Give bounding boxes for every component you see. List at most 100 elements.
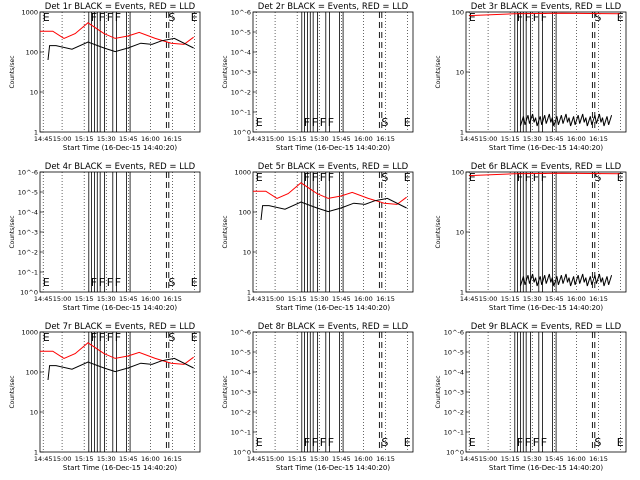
y-axis-label: Counts/sec — [435, 375, 442, 408]
events-series-line — [260, 197, 407, 221]
y-axis-label: Counts/sec — [9, 375, 16, 408]
event-annotation: S — [594, 436, 601, 449]
x-tick-label: 16:15 — [589, 135, 608, 143]
x-tick-label: 16:15 — [376, 455, 395, 463]
y-tick-label: 10^-6 — [231, 329, 251, 337]
x-tick-label: 15:15 — [288, 295, 307, 303]
x-tick-label: 16:00 — [567, 295, 586, 303]
y-tick-label: 1 — [34, 449, 38, 457]
event-annotation: F — [304, 171, 310, 184]
x-tick-label: 16:15 — [163, 135, 182, 143]
event-annotation: F — [99, 331, 105, 344]
panel-title: Det 8r BLACK = Events, RED = LLD — [258, 322, 409, 332]
panel-det-3r: Det 3r BLACK = Events, RED = LLD Counts/s… — [435, 2, 627, 152]
event-annotation: F — [328, 171, 334, 184]
x-tick-label: 15:00 — [53, 455, 72, 463]
x-tick-label: 14:45 — [460, 455, 479, 463]
y-axis-label: Counts/sec — [435, 215, 442, 248]
plot-frame — [252, 331, 414, 453]
panel-det-1r: Det 1r BLACK = Events, RED = LLD Counts/s… — [9, 2, 201, 152]
event-annotation: F — [91, 331, 97, 344]
x-tick-label: 15:30 — [97, 135, 116, 143]
x-tick-label: 16:15 — [376, 135, 395, 143]
plot-frame — [39, 171, 201, 293]
event-annotation: E — [191, 276, 198, 289]
x-tick-label: 16:00 — [141, 455, 160, 463]
lld-series-line — [40, 342, 194, 365]
y-tick-label: 10^-1 — [444, 429, 464, 437]
plot-frame — [465, 331, 627, 453]
y-tick-label: 10 — [456, 229, 464, 237]
x-tick-label: 15:00 — [479, 295, 498, 303]
y-tick-label: 1 — [460, 289, 464, 297]
y-tick-label: 10^-4 — [231, 369, 251, 377]
panel-det-6r: Det 6r BLACK = Events, RED = LLD Counts/s… — [435, 162, 627, 312]
x-tick-label: 15:30 — [310, 135, 329, 143]
x-tick-label: 15:30 — [523, 135, 542, 143]
y-tick-label: 10^0 — [233, 129, 251, 137]
x-tick-label: 14:45 — [34, 455, 53, 463]
event-annotation: F — [541, 11, 547, 24]
y-tick-label: 10^-3 — [444, 389, 464, 397]
y-tick-label: 1000 — [234, 169, 251, 177]
event-annotation: S — [594, 11, 601, 24]
x-tick-label: 15:00 — [479, 455, 498, 463]
x-tick-label: 15:15 — [288, 455, 307, 463]
y-tick-label: 10^-5 — [231, 29, 251, 37]
x-tick-label: 15:30 — [97, 455, 116, 463]
x-tick-label: 15:15 — [288, 135, 307, 143]
x-tick-label: 16:15 — [163, 455, 182, 463]
x-tick-label: 15:00 — [53, 295, 72, 303]
x-axis-label: Start Time (16-Dec-15 14:40:20) — [63, 464, 177, 472]
x-tick-label: 15:15 — [501, 455, 520, 463]
y-tick-label: 100 — [26, 369, 38, 377]
event-annotation: F — [541, 171, 547, 184]
y-tick-label: 10^-2 — [18, 249, 38, 257]
event-annotation: E — [404, 116, 411, 129]
lld-series-line — [40, 22, 194, 45]
event-annotation: E — [617, 436, 624, 449]
x-tick-label: 15:00 — [266, 295, 285, 303]
event-annotation: S — [381, 436, 388, 449]
y-tick-label: 10 — [243, 249, 251, 257]
x-tick-label: 15:15 — [75, 455, 94, 463]
x-tick-label: 15:00 — [266, 455, 285, 463]
y-tick-label: 10^-6 — [18, 169, 38, 177]
plot-frame — [39, 11, 201, 133]
y-tick-label: 100 — [452, 169, 464, 177]
event-annotation: F — [320, 171, 326, 184]
x-tick-label: 14:45 — [247, 455, 266, 463]
event-annotation: F — [328, 116, 334, 129]
x-tick-label: 15:45 — [332, 455, 351, 463]
event-annotation: S — [594, 171, 601, 184]
y-tick-label: 100 — [452, 9, 464, 17]
event-annotation: F — [115, 276, 121, 289]
x-tick-label: 15:45 — [119, 455, 138, 463]
x-tick-label: 16:00 — [141, 295, 160, 303]
event-annotation: E — [617, 171, 624, 184]
panel-title: Det 3r BLACK = Events, RED = LLD — [471, 2, 622, 12]
x-axis-label: Start Time (16-Dec-15 14:40:20) — [489, 304, 603, 312]
x-tick-label: 15:45 — [545, 295, 564, 303]
x-tick-label: 16:00 — [141, 135, 160, 143]
x-axis-label: Start Time (16-Dec-15 14:40:20) — [276, 144, 390, 152]
y-tick-label: 10^-4 — [231, 49, 251, 57]
panel-det-4r: Det 4r BLACK = Events, RED = LLD Counts/s… — [9, 162, 201, 312]
event-annotation: F — [320, 436, 326, 449]
x-tick-label: 15:00 — [266, 135, 285, 143]
x-tick-label: 15:45 — [119, 135, 138, 143]
y-tick-label: 1000 — [21, 329, 38, 337]
x-tick-label: 14:45 — [34, 135, 53, 143]
event-annotation: E — [617, 11, 624, 24]
x-tick-label: 15:15 — [501, 135, 520, 143]
event-annotation: F — [320, 116, 326, 129]
y-axis-label: Counts/sec — [222, 375, 229, 408]
y-tick-label: 10^-4 — [444, 369, 464, 377]
x-tick-label: 16:00 — [567, 455, 586, 463]
panel-det-2r: Det 2r BLACK = Events, RED = LLD Counts/s… — [222, 2, 414, 152]
event-annotation: F — [533, 171, 539, 184]
y-tick-label: 1 — [460, 129, 464, 137]
y-tick-label: 10^-3 — [18, 229, 38, 237]
x-tick-label: 16:00 — [354, 455, 373, 463]
